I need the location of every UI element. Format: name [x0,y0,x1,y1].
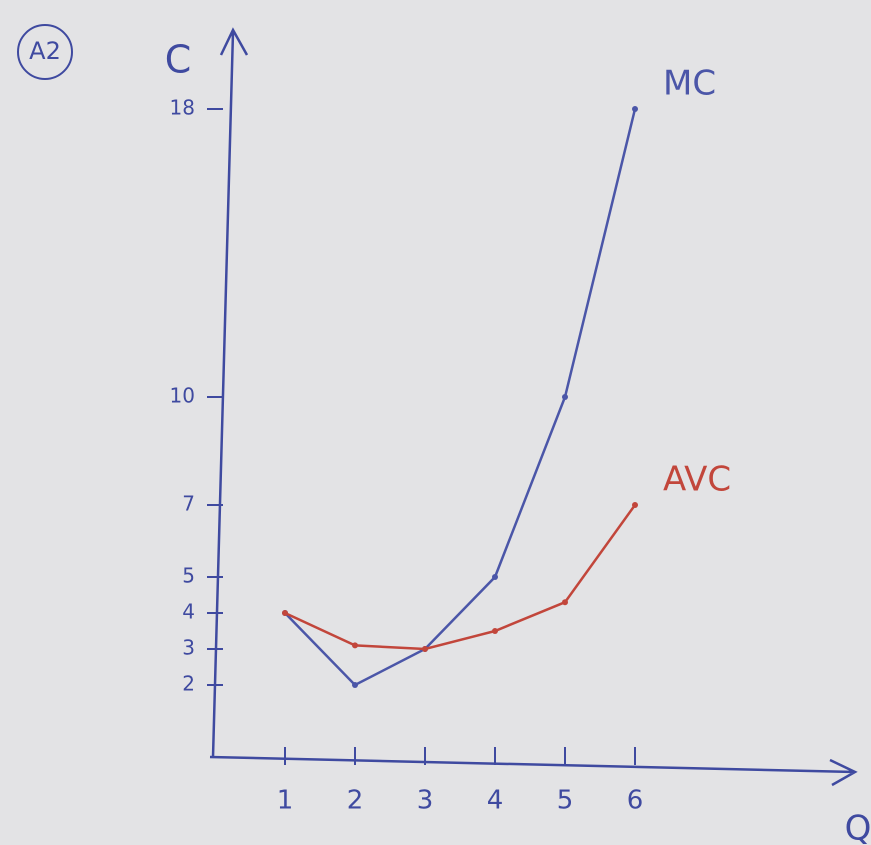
x-axis-label: Q [845,809,871,845]
y-tick-label: 18 [170,96,195,120]
point [562,394,568,400]
y-axis-label: C [165,38,192,82]
point [492,628,498,634]
x-tick-label: 1 [277,786,294,816]
series-label: MC [663,64,716,104]
paper [0,0,871,845]
x-tick-label: 6 [627,786,644,816]
x-tick-label: 4 [487,786,504,816]
point [422,646,428,652]
y-tick-label: 4 [182,600,195,624]
point [632,502,638,508]
page: {"chart_data": {"type": "line", "annotat… [0,0,871,845]
point [632,106,638,112]
y-tick-label: 5 [182,564,195,588]
y-tick-label: 2 [182,672,195,696]
series-label: AVC [663,460,731,500]
y-tick-label: 10 [170,384,195,408]
point [562,599,568,605]
point [282,610,288,616]
y-tick-label: 7 [182,492,195,516]
x-tick-label: 5 [557,786,574,816]
point [352,682,358,688]
chart: A2 C Q 2 3 4 5 7 10 18 1 2 3 4 5 6 MC AVC [0,0,871,845]
point [492,574,498,580]
x-tick-label: 2 [347,786,364,816]
point [352,642,358,648]
annotation: A2 [29,37,61,65]
x-tick-label: 3 [417,786,434,816]
y-tick-label: 3 [182,636,195,660]
